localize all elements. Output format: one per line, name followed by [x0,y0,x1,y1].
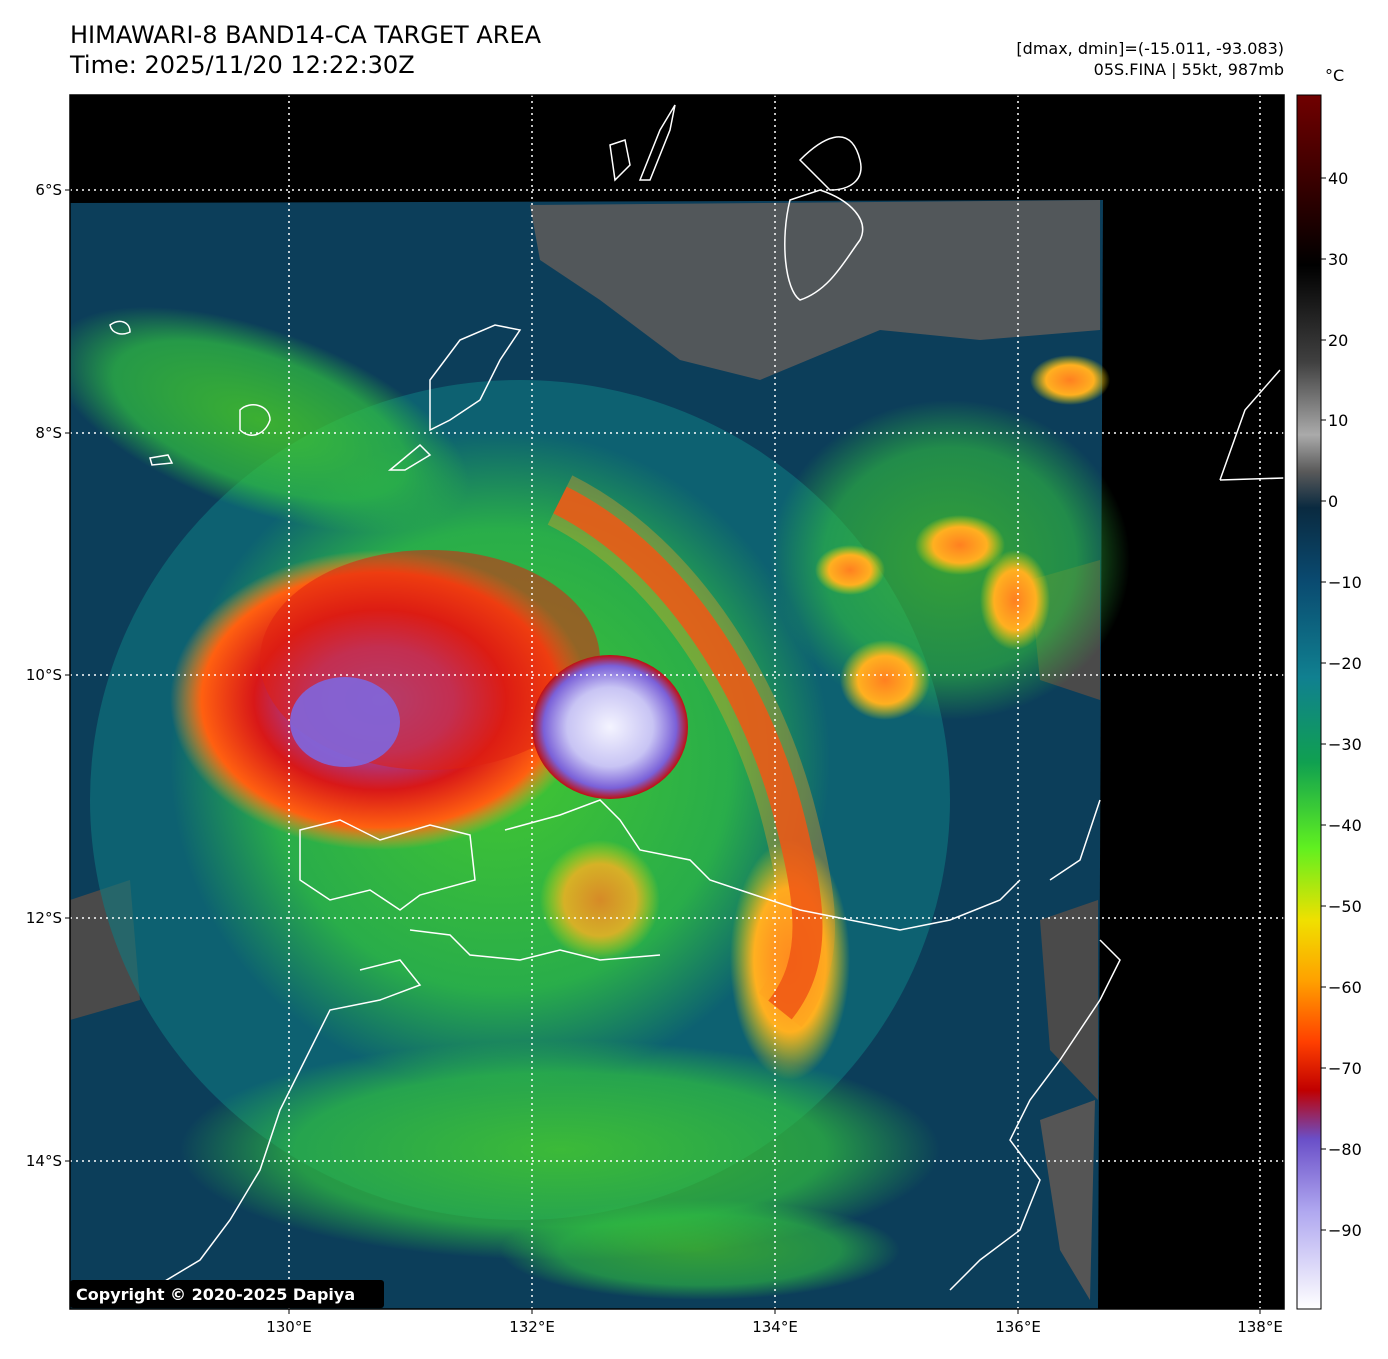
central-dense-overcast [532,655,688,799]
lat-tick-label: 8°S [35,424,62,442]
lon-tick-label: 132°E [509,1318,555,1336]
colorbar-tick-label: 10 [1328,411,1348,430]
colorbar-unit: °C [1325,66,1345,85]
chart-title: HIMAWARI-8 BAND14-CA TARGET AREA Time: 2… [70,20,541,80]
lon-tick-label: 136°E [995,1318,1041,1336]
colorbar-tick-label: −30 [1328,735,1362,754]
colorbar-tick-label: −20 [1328,654,1362,673]
copyright-box: Copyright © 2020-2025 Dapiya [70,1280,384,1308]
colorbar-tick-label: −80 [1328,1140,1362,1159]
colorbar: 40 30 20 10 0 −10 −20 −30 −40 −50 −60 −7… [1296,94,1362,1310]
lat-tick-label: 14°S [26,1152,62,1170]
colorbar-tick-label: −60 [1328,978,1362,997]
lon-ticks: 130°E 132°E 134°E 136°E 138°E [266,1309,1283,1336]
colorbar-tick-label: −70 [1328,1059,1362,1078]
coastlines [109,104,1284,1291]
map-frame [69,94,1285,1310]
colorbar-tick-label: −10 [1328,573,1362,592]
colorbar-tick-label: 0 [1328,492,1338,511]
lon-tick-label: 134°E [752,1318,798,1336]
colorbar-tick-label: 40 [1328,169,1348,188]
colorbar-tick-label: −90 [1328,1221,1362,1240]
lon-tick-label: 130°E [266,1318,312,1336]
title-line-2: Time: 2025/11/20 12:22:30Z [70,51,415,79]
title-line-1: HIMAWARI-8 BAND14-CA TARGET AREA [70,21,542,49]
lat-tick-label: 6°S [35,181,62,199]
storm-meta: [dmax, dmin]=(-15.011, -93.083) 05S.FINA… [1016,38,1284,80]
lat-ticks: 6°S 8°S 10°S 12°S 14°S [26,181,70,1170]
colorbar-tick-label: 20 [1328,331,1348,350]
colorbar-tick-label: −50 [1328,897,1362,916]
gridlines [70,95,1284,1309]
copyright-text: Copyright © 2020-2025 Dapiya [76,1285,355,1304]
colorbar-tick-label: −40 [1328,816,1362,835]
lat-tick-label: 12°S [26,909,62,927]
meta-line-2: 05S.FINA | 55kt, 987mb [1093,60,1284,79]
meta-line-1: [dmax, dmin]=(-15.011, -93.083) [1016,39,1284,58]
imagery-layer [70,200,1130,1309]
lat-tick-label: 10°S [26,666,62,684]
lon-tick-label: 138°E [1237,1318,1283,1336]
colorbar-tick-label: 30 [1328,250,1348,269]
